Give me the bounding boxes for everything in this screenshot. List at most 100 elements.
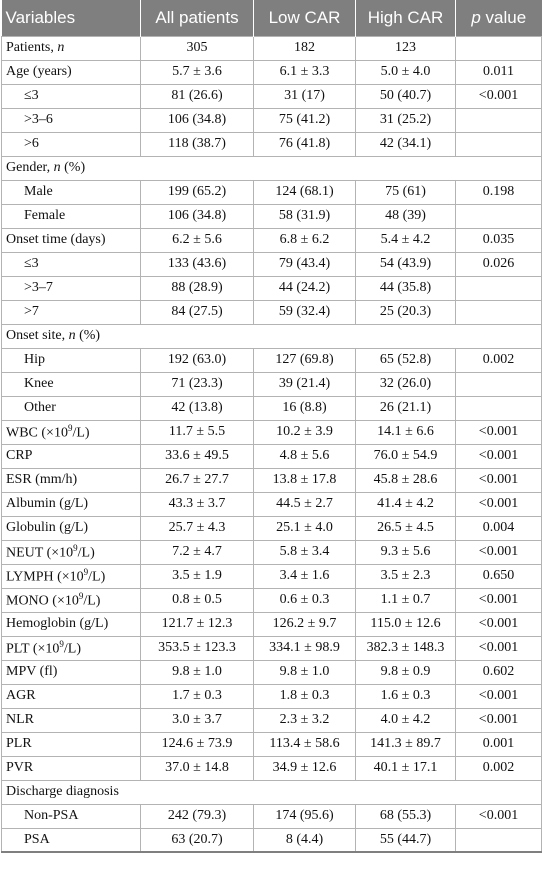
- high-car-cell: 75 (61): [355, 179, 456, 205]
- high-car-cell: 141.3 ± 89.7: [355, 731, 456, 757]
- all-patients-cell: 199 (65.2): [140, 179, 254, 205]
- p-value-cell: <0.001: [455, 611, 542, 637]
- all-patients-cell: 7.2 ± 4.7: [140, 539, 254, 565]
- label-text: >3–7: [24, 280, 53, 295]
- all-patients-cell: 353.5 ± 123.3: [140, 635, 254, 661]
- all-patients-cell: 84 (27.5): [140, 299, 254, 325]
- variable-label: PLR: [1, 731, 141, 757]
- variable-label: MONO (×109/L): [1, 587, 141, 613]
- label-text: Female: [24, 208, 66, 223]
- low-car-cell: 2.3 ± 3.2: [253, 707, 356, 733]
- p-value-cell: [455, 203, 542, 229]
- p-value-cell: [455, 275, 542, 301]
- low-car-cell: 31 (17): [253, 83, 356, 109]
- high-car-cell: 54 (43.9): [355, 251, 456, 277]
- all-patients-cell: 242 (79.3): [140, 803, 254, 829]
- table-row: WBC (×109/L) 11.7 ± 5.5 10.2 ± 3.9 14.1 ± 6…: [1, 419, 542, 445]
- high-car-cell: 115.0 ± 12.6: [355, 611, 456, 637]
- p-value-cell: 0.026: [455, 251, 542, 277]
- high-car-cell: 9.3 ± 5.6: [355, 539, 456, 565]
- section-label: Discharge diagnosis: [1, 779, 542, 805]
- all-patients-cell: 3.5 ± 1.9: [140, 563, 254, 589]
- label-text: Hip: [24, 352, 45, 367]
- header-all-patients: All patients: [140, 0, 254, 36]
- p-value-cell: [455, 371, 542, 397]
- low-car-cell: 10.2 ± 3.9: [253, 419, 356, 445]
- all-patients-cell: 42 (13.8): [140, 395, 254, 421]
- low-car-cell: 0.6 ± 0.3: [253, 587, 356, 613]
- variable-label: Age (years): [1, 59, 141, 85]
- label-suffix: (%): [75, 328, 101, 343]
- all-patients-cell: 305: [140, 35, 254, 61]
- label-text: Other: [24, 400, 56, 415]
- label-superscript: 9: [83, 566, 89, 577]
- p-value-cell: [455, 107, 542, 133]
- variable-label: ESR (mm/h): [1, 467, 141, 493]
- label-text: ≤3: [24, 256, 39, 271]
- table-row: LYMPH (×109/L) 3.5 ± 1.9 3.4 ± 1.6 3.5 ± 2.…: [1, 563, 542, 589]
- table-row: Patients, n 305 182 123: [1, 35, 542, 61]
- all-patients-cell: 124.6 ± 73.9: [140, 731, 254, 757]
- variable-label: Non-PSA: [1, 803, 141, 829]
- label-text: ESR (mm/h): [6, 472, 78, 487]
- variable-label: Other: [1, 395, 141, 421]
- all-patients-cell: 106 (34.8): [140, 107, 254, 133]
- label-suffix: /L): [88, 569, 106, 585]
- p-value-cell: 0.001: [455, 731, 542, 757]
- table-row: Gender, n (%): [1, 155, 542, 181]
- label-text: CRP: [6, 448, 33, 463]
- low-car-cell: 113.4 ± 58.6: [253, 731, 356, 757]
- variable-label: Albumin (g/L): [1, 491, 141, 517]
- label-text: WBC (×10: [6, 425, 68, 441]
- label-superscript: 9: [78, 590, 84, 601]
- table-row: NEUT (×109/L) 7.2 ± 4.7 5.8 ± 3.4 9.3 ± 5.6…: [1, 539, 542, 565]
- low-car-cell: 126.2 ± 9.7: [253, 611, 356, 637]
- variable-label: AGR: [1, 683, 141, 709]
- high-car-cell: 41.4 ± 4.2: [355, 491, 456, 517]
- label-text: NLR: [6, 712, 34, 727]
- high-car-cell: 48 (39): [355, 203, 456, 229]
- low-car-cell: 4.8 ± 5.6: [253, 443, 356, 469]
- high-car-cell: 5.4 ± 4.2: [355, 227, 456, 253]
- variable-label: ≤3: [1, 83, 141, 109]
- label-superscript: 9: [67, 422, 73, 433]
- label-text: PLT (×10: [6, 641, 60, 657]
- p-value-cell: 0.002: [455, 755, 542, 781]
- label-italic: n: [68, 328, 76, 343]
- table-row: >3–7 88 (28.9) 44 (24.2) 44 (35.8): [1, 275, 542, 301]
- table-row: ≤3 133 (43.6) 79 (43.4) 54 (43.9) 0.026: [1, 251, 542, 277]
- all-patients-cell: 6.2 ± 5.6: [140, 227, 254, 253]
- p-value-cell: <0.001: [455, 803, 542, 829]
- all-patients-cell: 121.7 ± 12.3: [140, 611, 254, 637]
- table-row: CRP 33.6 ± 49.5 4.8 ± 5.6 76.0 ± 54.9 <0.001: [1, 443, 542, 469]
- variable-label: Globulin (g/L): [1, 515, 141, 541]
- table-row: Globulin (g/L) 25.7 ± 4.3 25.1 ± 4.0 26.5 ±…: [1, 515, 542, 541]
- high-car-cell: 3.5 ± 2.3: [355, 563, 456, 589]
- high-car-cell: 76.0 ± 54.9: [355, 443, 456, 469]
- label-text: Age (years): [6, 64, 72, 79]
- table-row: NLR 3.0 ± 3.7 2.3 ± 3.2 4.0 ± 4.2 <0.001: [1, 707, 542, 733]
- variable-label: >3–6: [1, 107, 141, 133]
- high-car-cell: 65 (52.8): [355, 347, 456, 373]
- label-text: Non-PSA: [24, 808, 79, 823]
- variable-label: Male: [1, 179, 141, 205]
- header-variables: Variables: [1, 0, 141, 36]
- label-text: Onset time (days): [6, 232, 106, 247]
- high-car-cell: 31 (25.2): [355, 107, 456, 133]
- header-low-car: Low CAR: [253, 0, 356, 36]
- p-value-cell: <0.001: [455, 683, 542, 709]
- p-value-cell: <0.001: [455, 419, 542, 445]
- label-text: LYMPH (×10: [6, 569, 84, 585]
- p-value-cell: [455, 131, 542, 157]
- low-car-cell: 13.8 ± 17.8: [253, 467, 356, 493]
- all-patients-cell: 88 (28.9): [140, 275, 254, 301]
- high-car-cell: 26.5 ± 4.5: [355, 515, 456, 541]
- section-label: Onset site, n (%): [1, 323, 542, 349]
- low-car-cell: 59 (32.4): [253, 299, 356, 325]
- low-car-cell: 5.8 ± 3.4: [253, 539, 356, 565]
- variable-label: >3–7: [1, 275, 141, 301]
- header-p-rest: value: [480, 7, 527, 27]
- all-patients-cell: 3.0 ± 3.7: [140, 707, 254, 733]
- all-patients-cell: 133 (43.6): [140, 251, 254, 277]
- variable-label: PLT (×109/L): [1, 635, 141, 661]
